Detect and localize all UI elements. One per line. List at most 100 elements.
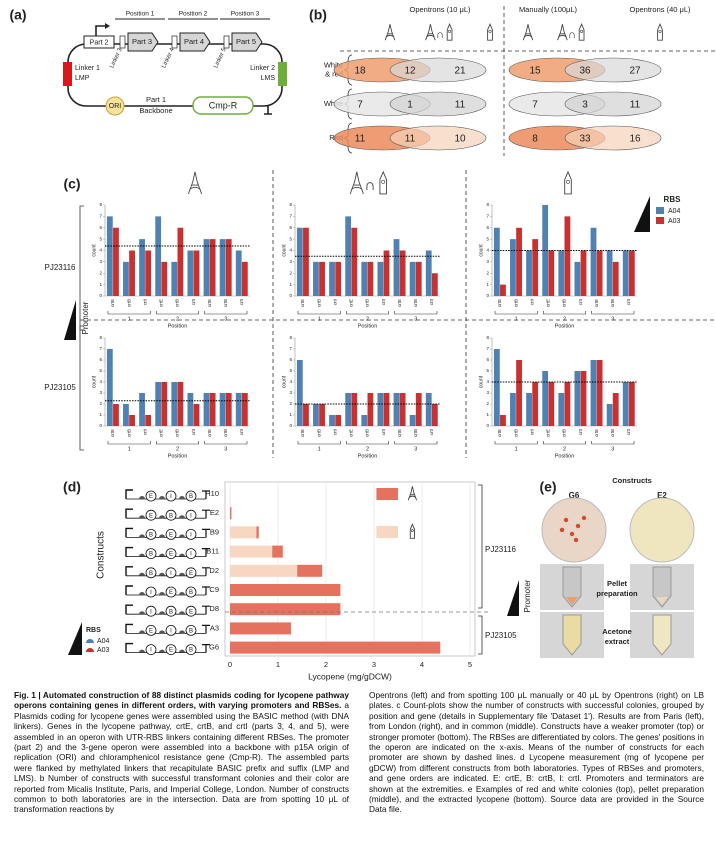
clock [566,179,570,184]
label: 3 [414,446,417,452]
bar [219,239,226,296]
y-axis-label: count [281,375,287,388]
venn-count: 1 [407,100,413,111]
gene [165,567,177,579]
ori [105,96,125,116]
tube-content [656,645,668,653]
bar [329,415,335,426]
y-tick-label: 2 [289,270,292,275]
promoter-arrow [125,604,133,615]
label: C9 [209,585,219,594]
bar [313,404,319,426]
bar [155,382,162,426]
gene [185,625,197,636]
venn-count: 36 [579,66,591,77]
bar [510,393,516,426]
bar [548,382,555,426]
label: D8 [209,604,219,613]
label: Constructs [96,531,107,579]
terminator [202,605,210,615]
x-tick-label: crtE [300,429,305,437]
linker-2 [278,62,287,86]
tube-content [656,597,668,605]
rbs [159,592,165,595]
bar [230,603,341,616]
gene-part [231,32,263,52]
label: Constructs [612,476,652,485]
position-bracket [346,441,389,445]
rbs [159,553,165,557]
x-tick-label: crtI [429,429,434,435]
x-tick-label: crtE [397,299,402,307]
label: Backbone [139,106,172,115]
bar [367,261,374,296]
bar [230,622,291,635]
position-bracket [346,311,389,315]
bar [383,250,390,296]
label: Cmp-R [209,100,238,110]
gene [145,567,157,579]
x-tick-label: crtE [397,429,402,437]
promoter-arrow [125,489,133,499]
rbs [139,572,145,576]
gene [185,605,197,617]
x-tick-label: crtE [207,429,212,437]
eiffel-icon [522,24,534,41]
bar [580,250,587,296]
bar [296,227,303,296]
position-bracket [204,311,248,315]
label: Linker 5 [213,47,228,69]
position-bracket [394,311,438,315]
label: Acetone [602,627,632,636]
caption: Fig. 1 | Automated construction of 88 di… [14,690,704,815]
terminator [202,528,210,538]
label: Position 2 [179,11,208,18]
x-tick-label: crtB [316,429,321,437]
y-tick-label: 3 [486,259,489,264]
y-tick-label: 4 [99,379,102,384]
label: PJ23116 [485,545,517,554]
y-tick-label: 6 [486,357,489,362]
bar [493,227,500,296]
label: Linker 4 [161,47,176,69]
label: 1 [318,316,321,322]
label: LMP [75,75,90,82]
label: 1 [128,316,131,322]
bar [209,239,216,296]
bigben-icon [487,23,493,41]
bar [297,564,323,577]
tube-content [566,597,578,605]
bar [187,250,194,296]
bar [335,261,342,296]
label: H10 [205,489,219,498]
promoter-arrow [125,546,133,557]
venn-count: 11 [405,134,416,145]
gene [185,644,197,655]
eiffel-icon [425,24,436,41]
x-tick-label: crtI [332,429,337,435]
promoter-arrow [125,527,133,538]
x-tick-label: 0 [228,660,232,669]
label: ORI [109,103,122,110]
label: Position [358,323,378,329]
bar [558,393,565,426]
rbs [139,611,145,615]
y-tick-label: 5 [289,368,292,373]
label: Position [168,453,188,459]
label: E [169,590,173,596]
x-tick-label: crtB [610,299,615,307]
label: E [189,609,193,615]
label: preparation [596,589,638,598]
linker-1 [63,62,72,86]
bar [235,393,242,426]
x-tick-label: crtI [578,299,583,305]
rbs [179,496,185,499]
label: LMS [261,75,276,82]
bar [431,273,438,296]
gene [145,490,157,502]
x-tick-label: crtB [513,299,518,307]
colony [581,515,587,521]
bar [516,360,522,426]
bar [590,227,597,296]
